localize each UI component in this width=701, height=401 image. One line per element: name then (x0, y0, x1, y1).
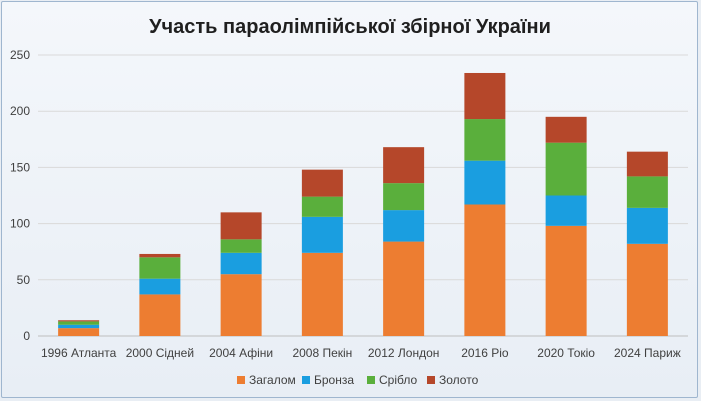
bar-segment (545, 142, 587, 196)
bar-segment (383, 210, 425, 242)
x-tick-label: 2004 Афіни (209, 346, 273, 360)
y-tick-label: 0 (23, 329, 30, 343)
bar-segment (464, 160, 506, 205)
bar-segment (58, 328, 100, 336)
x-tick-label: 2016 Ріо (461, 346, 509, 360)
bar-segment (220, 212, 262, 240)
bar-segment (139, 294, 181, 336)
legend-swatch (367, 376, 375, 384)
bar-segment (139, 253, 181, 258)
legend-label: Золото (439, 373, 479, 387)
x-tick-label: 2012 Лондон (368, 346, 440, 360)
bar-segment (139, 278, 181, 295)
bar-segment (626, 243, 668, 336)
y-tick-label: 150 (10, 160, 30, 174)
legend-swatch (302, 376, 310, 384)
bars (58, 72, 668, 336)
y-tick-label: 100 (10, 217, 30, 231)
x-tick-label: 1996 Атланта (41, 346, 117, 360)
bar-segment (58, 320, 100, 322)
legend-label: Срібло (379, 373, 417, 387)
legend-label: Загалом (249, 373, 296, 387)
bar-segment (545, 225, 587, 336)
bar-segment (545, 195, 587, 226)
bar-segment (626, 176, 668, 208)
y-tick-label: 200 (10, 104, 30, 118)
bar-segment (383, 183, 425, 211)
bar-segment (545, 116, 587, 143)
bar-segment (626, 207, 668, 244)
bar-segment (464, 72, 506, 120)
bar-segment (626, 151, 668, 177)
bar-segment (301, 252, 343, 336)
bar-segment (220, 239, 262, 253)
x-tick-label: 2000 Сідней (126, 346, 194, 360)
bar-segment (464, 119, 506, 161)
bar-segment (139, 257, 181, 279)
legend: Загалом Бронза Срібло Золото (237, 373, 479, 387)
y-tick-label: 50 (17, 273, 31, 287)
bar-segment (58, 321, 100, 325)
bar-segment (301, 169, 343, 197)
legend-swatch (427, 376, 435, 384)
chart-title: Участь параолімпійської збірної України (149, 16, 551, 38)
legend-label: Бронза (314, 373, 354, 387)
x-tick-label: 2008 Пекін (292, 346, 352, 360)
y-tick-label: 250 (10, 48, 30, 62)
y-axis-ticks: 0 50 100 150 200 250 (10, 48, 30, 343)
bar-segment (464, 204, 506, 336)
legend-swatch (237, 376, 245, 384)
bar-segment (301, 196, 343, 217)
bar-segment (383, 241, 425, 336)
bar-segment (383, 147, 425, 184)
bar-segment (220, 274, 262, 336)
x-tick-label: 2024 Париж (614, 346, 681, 360)
x-axis-ticks: 1996 Атланта 2000 Сідней 2004 Афіни 2008 Пе… (41, 346, 681, 360)
bar-segment (301, 216, 343, 253)
bar-segment (220, 252, 262, 275)
gridlines (38, 54, 688, 337)
x-tick-label: 2020 Токіо (537, 346, 595, 360)
bar-segment (58, 324, 100, 329)
